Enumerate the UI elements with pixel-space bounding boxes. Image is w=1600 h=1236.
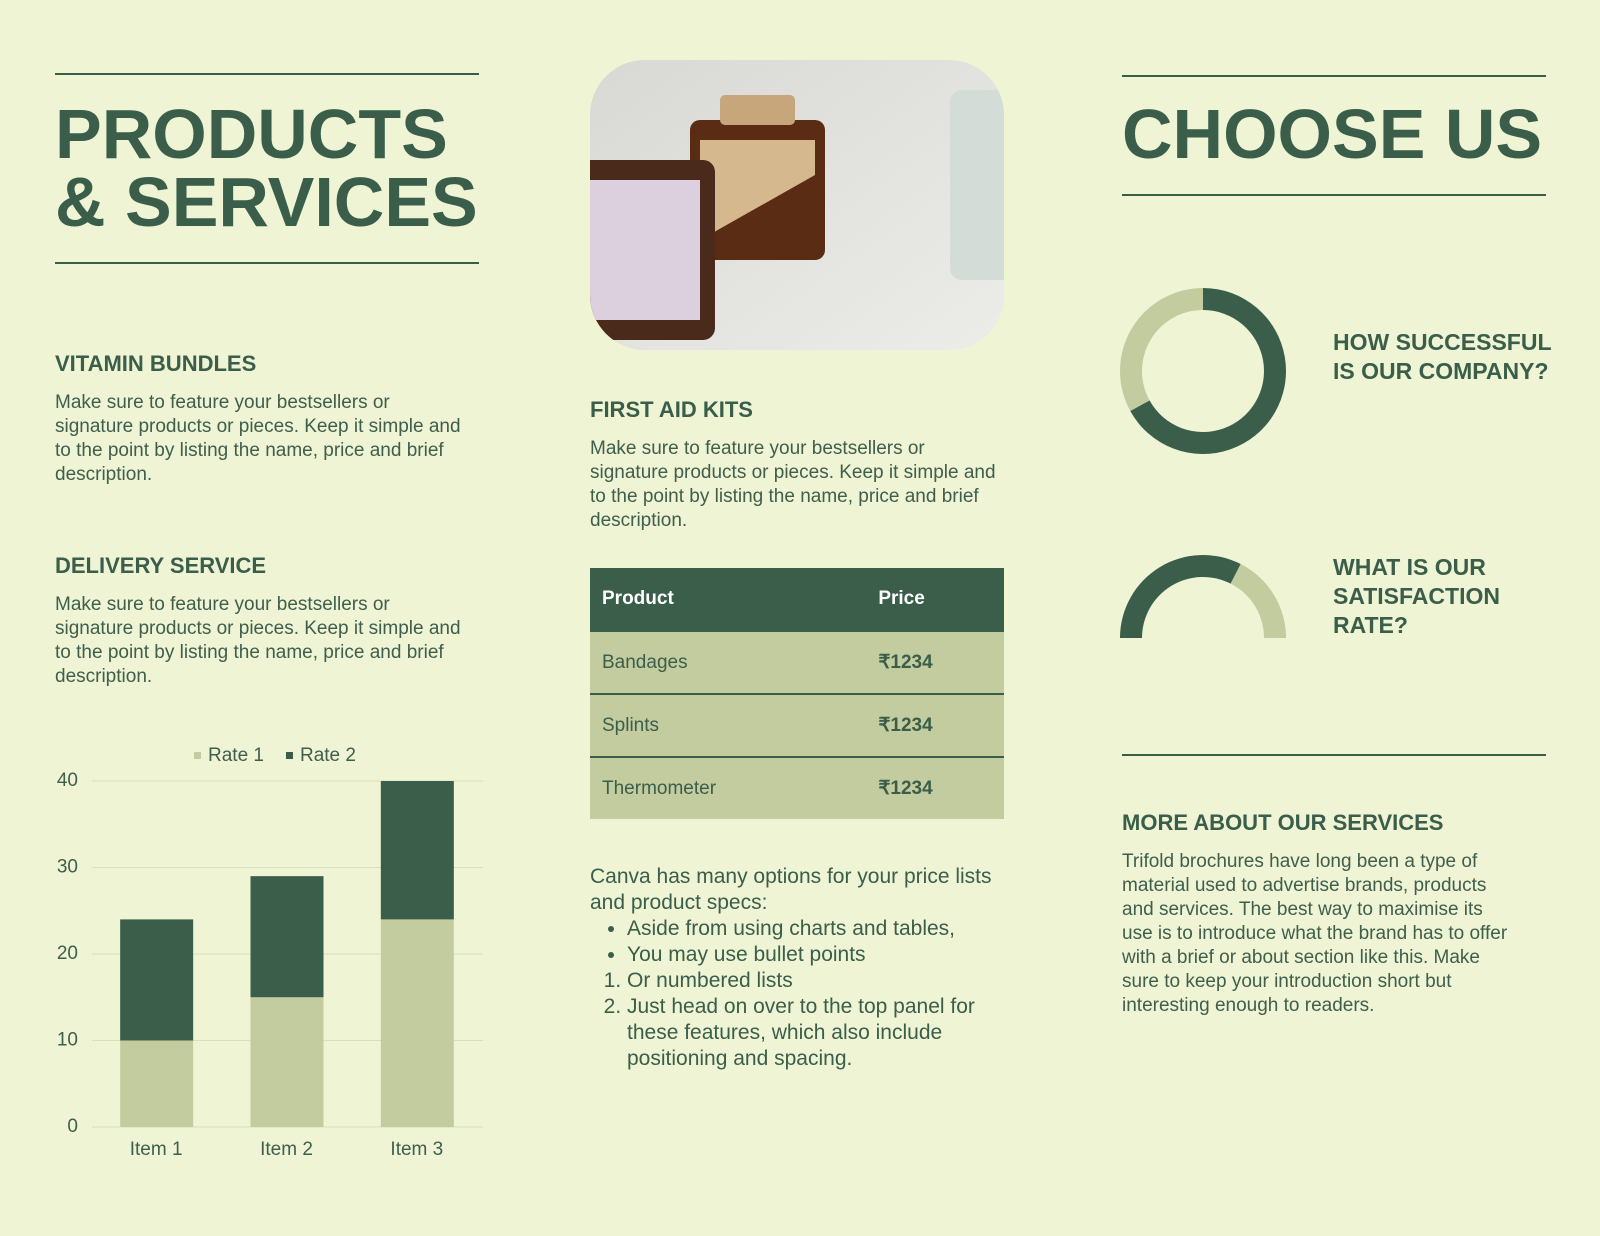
- x-tick-label: Item 3: [390, 1139, 443, 1160]
- bar: [250, 876, 324, 998]
- td: ₹1234: [878, 693, 1004, 757]
- th: Price: [878, 568, 1004, 631]
- x-tick-label: Item 2: [260, 1139, 313, 1160]
- x-tick-label: Item 1: [130, 1139, 183, 1160]
- td: Splints: [590, 693, 879, 757]
- title: PRODUCTS & SERVICES: [55, 95, 478, 241]
- title: CHOOSE US: [1122, 95, 1543, 173]
- section: FIRST AID KITS Make sure to feature your…: [590, 397, 1000, 533]
- donut-segment: [1120, 288, 1203, 411]
- bullet: Aside from using charts and tables,: [627, 916, 1000, 942]
- body: Make sure to feature your bestsellers or…: [55, 392, 461, 485]
- intro: Canva has many options for your price li…: [590, 865, 992, 914]
- price-table: Product Price Bandages ₹1234 Splints ₹1234 …: [590, 568, 1004, 819]
- section: DELIVERY SERVICE Make sure to feature yo…: [55, 553, 465, 689]
- legend-label: Rate 2: [300, 745, 356, 766]
- heading: MORE ABOUT OUR SERVICES: [1122, 810, 1444, 835]
- y-tick-label: 20: [57, 943, 78, 964]
- td: ₹1234: [878, 756, 1004, 819]
- donut-segment: [1230, 564, 1286, 638]
- heading: FIRST AID KITS: [590, 397, 753, 422]
- td: ₹1234: [878, 630, 1004, 694]
- rule: [1122, 75, 1546, 77]
- body: Make sure to feature your bestsellers or…: [590, 438, 996, 531]
- td: Bandages: [590, 630, 879, 694]
- y-tick-label: 30: [57, 857, 78, 878]
- legend-swatch: [285, 752, 293, 759]
- body: Trifold brochures have long been a type …: [1122, 851, 1508, 1016]
- heading: VITAMIN BUNDLES: [55, 351, 257, 376]
- section: VITAMIN BUNDLES Make sure to feature you…: [55, 351, 465, 487]
- donut-segment: [1120, 555, 1241, 638]
- bar: [380, 919, 454, 1127]
- legend-swatch: [194, 752, 201, 759]
- title-line: PRODUCTS: [55, 95, 448, 173]
- y-tick-label: 40: [57, 770, 78, 791]
- title-line: & SERVICES: [55, 163, 478, 241]
- photo: [590, 60, 1004, 350]
- question: WHAT IS OUR SATISFACTION RATE?: [1333, 554, 1500, 638]
- y-tick-label: 0: [67, 1116, 78, 1137]
- bar: [380, 781, 454, 920]
- td: Thermometer: [590, 756, 879, 819]
- bar: [120, 919, 194, 1041]
- rule: [55, 262, 479, 264]
- bar: [120, 1040, 194, 1127]
- heading: DELIVERY SERVICE: [55, 553, 267, 578]
- y-tick-label: 10: [57, 1030, 78, 1051]
- lists: Canva has many options for your price li…: [590, 864, 1000, 1072]
- th: Product: [590, 568, 879, 631]
- bar: [250, 997, 324, 1127]
- legend-label: Rate 1: [208, 745, 264, 766]
- bullet: You may use bullet points: [627, 942, 1000, 968]
- rule: [55, 73, 479, 75]
- question: HOW SUCCESSFUL IS OUR COMPANY?: [1333, 329, 1552, 384]
- rule: [1122, 754, 1546, 756]
- numbered: Just head on over to the top panel for t…: [627, 994, 1000, 1072]
- numbered: Or numbered lists: [627, 968, 1000, 994]
- section: MORE ABOUT OUR SERVICES Trifold brochure…: [1122, 810, 1517, 1018]
- rule: [1122, 194, 1546, 196]
- body: Make sure to feature your bestsellers or…: [55, 594, 461, 687]
